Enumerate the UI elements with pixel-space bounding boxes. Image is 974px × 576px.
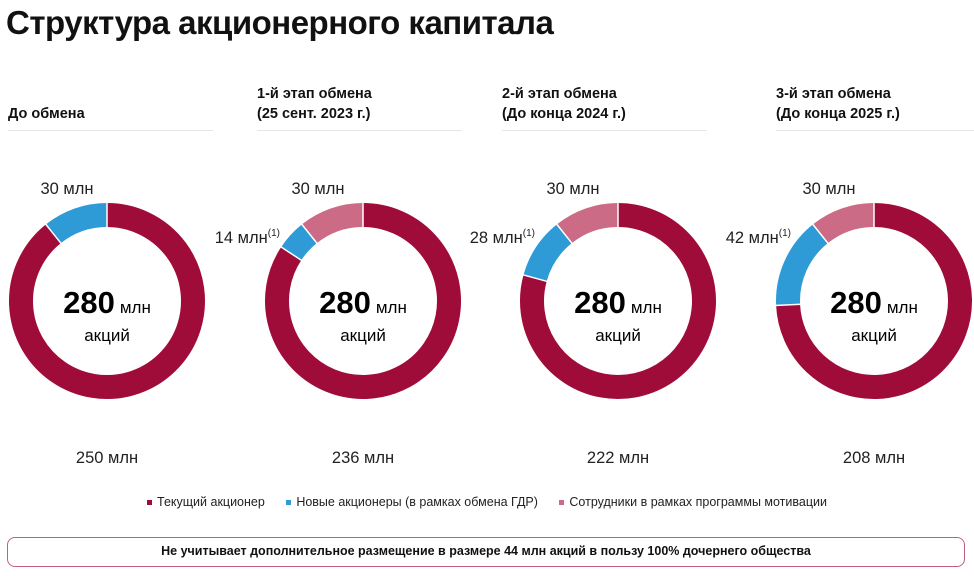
donut-3-center-total: 280 млн <box>830 285 918 320</box>
donut-3-slice-1-label: 42 млн(1) <box>726 228 791 247</box>
legend-item-employees: Сотрудники в рамках программы мотивации <box>559 495 827 509</box>
donut-2-center-total: 280 млн <box>574 285 662 320</box>
stage-header-1: 1-й этап обмена (25 сент. 2023 г.) <box>257 84 462 131</box>
legend-item-current: Текущий акционер <box>147 495 265 509</box>
donut-0-separator-2 <box>44 223 63 245</box>
donut-2-slice-0-label: 222 млн <box>587 449 649 467</box>
donut-2-slice-0 <box>520 203 716 399</box>
donut-0-slice-0 <box>9 203 205 399</box>
donut-1-center-total: 280 млн <box>319 285 407 320</box>
donut-1-separator-1 <box>279 245 303 262</box>
legend-label-current: Текущий акционер <box>157 495 265 509</box>
legend-swatch-new <box>286 500 292 506</box>
donut-1-center-caption: акций <box>340 326 386 345</box>
page-title: Структура акционерного капитала <box>6 4 554 41</box>
legend-label-employees: Сотрудники в рамках программы мотивации <box>569 495 827 509</box>
donut-0-slice-2-label: 30 млн <box>40 180 93 198</box>
donut-1-slice-2 <box>301 203 364 244</box>
donut-0-slice-0-label: 250 млн <box>76 449 138 467</box>
donut-1-separator-2 <box>300 223 319 245</box>
donut-1-slice-2-label: 30 млн <box>291 180 344 198</box>
donut-1-slice-0 <box>265 203 461 399</box>
stage-header-2-line2: (До конца 2024 г.) <box>502 106 626 122</box>
legend-item-new: Новые акционеры (в рамках обмена ГДР) <box>286 495 538 509</box>
stage-header-0: . До обмена <box>8 84 213 131</box>
stage-header-3-line2: (До конца 2025 г.) <box>776 106 900 122</box>
donut-3-separator-2 <box>811 223 830 245</box>
donut-3-slice-0-label: 208 млн <box>843 449 905 467</box>
donut-2-separator-1 <box>522 273 548 283</box>
donut-3-slice-1 <box>776 224 829 306</box>
donut-0-slice-2 <box>45 203 108 244</box>
donut-2-slice-1 <box>523 224 573 282</box>
donut-2-separator-2 <box>555 223 574 245</box>
legend-swatch-current <box>147 500 153 506</box>
stage-header-2-line1: 2-й этап обмена <box>502 86 617 102</box>
donut-1-slice-0-label: 236 млн <box>332 449 394 467</box>
donut-1-slice-1-label: 14 млн(1) <box>215 228 280 247</box>
donut-3-separator-1 <box>775 303 802 307</box>
stage-header-1-line1: 1-й этап обмена <box>257 86 372 102</box>
donut-0-center-total: 280 млн <box>63 285 151 320</box>
donut-0-center-caption: акций <box>84 326 130 345</box>
donut-2-slice-2 <box>556 203 619 244</box>
stage-header-3: 3-й этап обмена (До конца 2025 г.) <box>776 84 974 131</box>
legend-label-new: Новые акционеры (в рамках обмена ГДР) <box>296 495 538 509</box>
donut-1-slice-1 <box>281 224 318 261</box>
donut-3-slice-2-label: 30 млн <box>802 180 855 198</box>
stage-header-2: 2-й этап обмена (До конца 2024 г.) <box>502 84 707 131</box>
stage-header-3-line1: 3-й этап обмена <box>776 86 891 102</box>
chart-legend: Текущий акционер Новые акционеры (в рамк… <box>0 495 974 509</box>
donut-2-center-caption: акций <box>595 326 641 345</box>
footnote-box: Не учитывает дополнительное размещение в… <box>7 537 965 567</box>
donut-2-slice-2-label: 30 млн <box>546 180 599 198</box>
donut-3-slice-0 <box>776 203 972 399</box>
stage-header-0-line1: До обмена <box>8 106 85 122</box>
legend-swatch-employees <box>559 500 565 506</box>
stage-header-1-line2: (25 сент. 2023 г.) <box>257 106 371 122</box>
donut-2-slice-1-label: 28 млн(1) <box>470 228 535 247</box>
donut-3-slice-2 <box>812 203 875 244</box>
donut-3-center-caption: акций <box>851 326 897 345</box>
